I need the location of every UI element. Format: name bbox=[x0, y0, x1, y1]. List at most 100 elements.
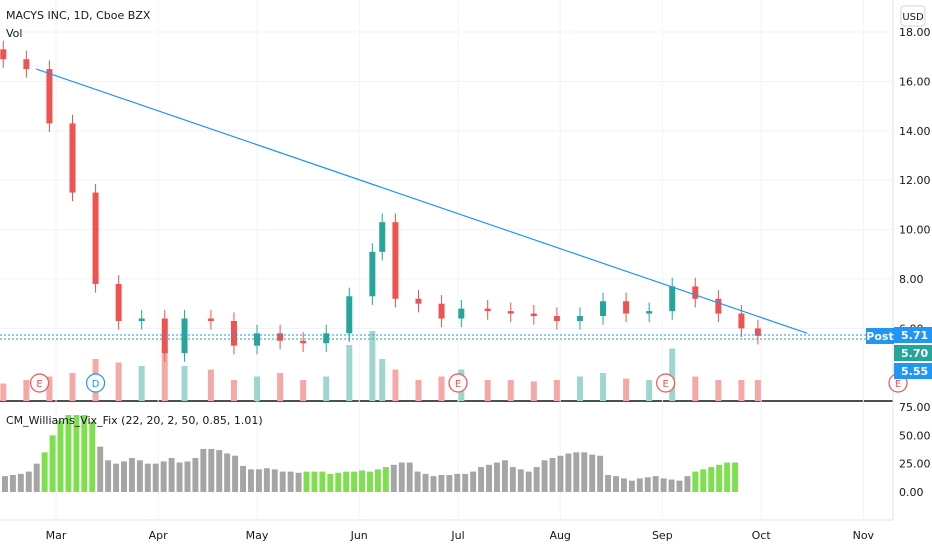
volume-bar bbox=[115, 362, 122, 401]
indicator-tick-label: 75.00 bbox=[899, 401, 931, 414]
vix-fix-bar bbox=[33, 463, 40, 492]
price-tick-label: 8.00 bbox=[899, 273, 924, 286]
extended-price-tag bbox=[894, 363, 932, 379]
vix-fix-bar bbox=[517, 469, 524, 492]
vix-fix-bar bbox=[708, 467, 715, 492]
vix-fix-bar bbox=[557, 455, 564, 492]
vix-fix-bar bbox=[255, 469, 262, 492]
vix-fix-bar bbox=[232, 455, 239, 492]
earnings-marker[interactable] bbox=[29, 373, 50, 393]
time-tick-label: Sep bbox=[652, 529, 673, 542]
currency-label: USD bbox=[902, 12, 924, 23]
vix-fix-bar bbox=[192, 458, 199, 492]
vix-fix-bar bbox=[2, 476, 8, 492]
volume-bar bbox=[646, 380, 653, 401]
vix-fix-bar bbox=[470, 471, 477, 492]
candle-body bbox=[692, 286, 699, 299]
volume-bar bbox=[438, 376, 445, 401]
price-tick-label: 12.00 bbox=[899, 174, 931, 187]
vix-fix-bar bbox=[208, 448, 215, 492]
candle-body bbox=[277, 333, 284, 341]
candle-body bbox=[392, 222, 399, 299]
candle-body bbox=[161, 318, 168, 354]
volume-bar bbox=[230, 380, 237, 401]
vix-fix-bar bbox=[509, 467, 516, 492]
currency-button[interactable] bbox=[900, 5, 926, 27]
dividend-marker[interactable] bbox=[85, 373, 106, 393]
volume-bar bbox=[207, 369, 214, 401]
volume-bar bbox=[754, 380, 761, 401]
indicator-tick-label: 0.00 bbox=[899, 486, 924, 499]
trendline[interactable] bbox=[36, 68, 808, 334]
candle-body bbox=[669, 286, 676, 312]
vix-fix-bar bbox=[446, 475, 453, 492]
vix-fix-bar bbox=[168, 458, 175, 492]
candle-body bbox=[230, 320, 237, 346]
vix-fix-bar bbox=[89, 421, 96, 492]
vix-fix-bar bbox=[628, 480, 635, 492]
vix-fix-bar bbox=[200, 448, 207, 492]
vix-fix-bar bbox=[684, 476, 691, 492]
vix-fix-bar bbox=[668, 479, 675, 492]
volume-bar bbox=[484, 380, 491, 401]
candle-body bbox=[23, 59, 30, 70]
vix-fix-bar bbox=[525, 471, 532, 492]
vix-fix-bar bbox=[128, 458, 135, 492]
vix-fix-bar bbox=[541, 460, 548, 492]
candle-body bbox=[530, 313, 537, 317]
volume-bar bbox=[379, 359, 386, 401]
vix-fix-bar bbox=[692, 471, 699, 492]
volume-bar bbox=[138, 366, 145, 401]
vix-fix-bar bbox=[113, 463, 120, 492]
candle-body bbox=[623, 301, 630, 314]
vix-fix-bar bbox=[351, 471, 358, 492]
volume-bar bbox=[738, 380, 745, 401]
indicator-ticks: 75.00 50.00 25.00 0.00 bbox=[899, 401, 931, 499]
volume-bar bbox=[576, 376, 583, 401]
vix-fix-bar bbox=[700, 469, 707, 492]
earnings-marker[interactable] bbox=[656, 373, 676, 393]
candlestick-series bbox=[0, 40, 761, 362]
vix-fix-bar bbox=[248, 469, 254, 492]
vix-fix-bar bbox=[57, 420, 64, 492]
vix-fix-bar bbox=[105, 460, 112, 492]
volume-bar bbox=[530, 381, 537, 401]
vix-fix-bar bbox=[303, 471, 310, 492]
vix-fix-bar bbox=[382, 467, 389, 492]
vix-fix-bar bbox=[152, 463, 159, 492]
vix-fix-bar bbox=[533, 467, 540, 492]
volume-bar bbox=[507, 380, 514, 401]
vix-fix-bar bbox=[311, 471, 318, 492]
vix-fix-bar bbox=[359, 470, 366, 492]
volume-bar bbox=[300, 380, 307, 401]
main-pane: E D E E E MACYS INC, 1D, Cboe BZX Vol bbox=[0, 0, 908, 521]
indicator-label: CM_Williams_Vix_Fix (22, 20, 2, 50, 0.85… bbox=[6, 414, 263, 427]
vix-fix-bar bbox=[660, 478, 667, 492]
extended-price-text: 5.55 bbox=[901, 365, 928, 378]
vix-fix-bar bbox=[263, 468, 270, 492]
vix-fix-bar bbox=[494, 462, 500, 492]
vix-fix-bar bbox=[17, 473, 24, 492]
candle-body bbox=[300, 340, 307, 344]
candle-body bbox=[46, 69, 53, 124]
vix-fix-bar bbox=[430, 476, 437, 492]
vix-fix-bar bbox=[549, 458, 556, 492]
volume-bar bbox=[346, 345, 353, 401]
post-label-text: Post bbox=[866, 330, 893, 343]
earnings-marker[interactable] bbox=[448, 373, 468, 393]
vix-fix-bar bbox=[605, 475, 612, 492]
vix-fix-bar bbox=[732, 462, 738, 492]
vix-fix-bar bbox=[589, 454, 596, 492]
earnings-marker-letter: E bbox=[662, 379, 668, 390]
indicator-pane: CM_Williams_Vix_Fix (22, 20, 2, 50, 0.85… bbox=[2, 414, 738, 492]
volume-bar bbox=[46, 376, 53, 401]
indicator-tick-label: 25.00 bbox=[899, 458, 931, 471]
vix-fix-bar bbox=[335, 472, 342, 492]
dividend-marker-letter: D bbox=[92, 379, 100, 390]
volume-bar bbox=[692, 376, 699, 401]
vix-fix-bar bbox=[613, 476, 619, 492]
earnings-marker-letter: E bbox=[895, 379, 901, 390]
